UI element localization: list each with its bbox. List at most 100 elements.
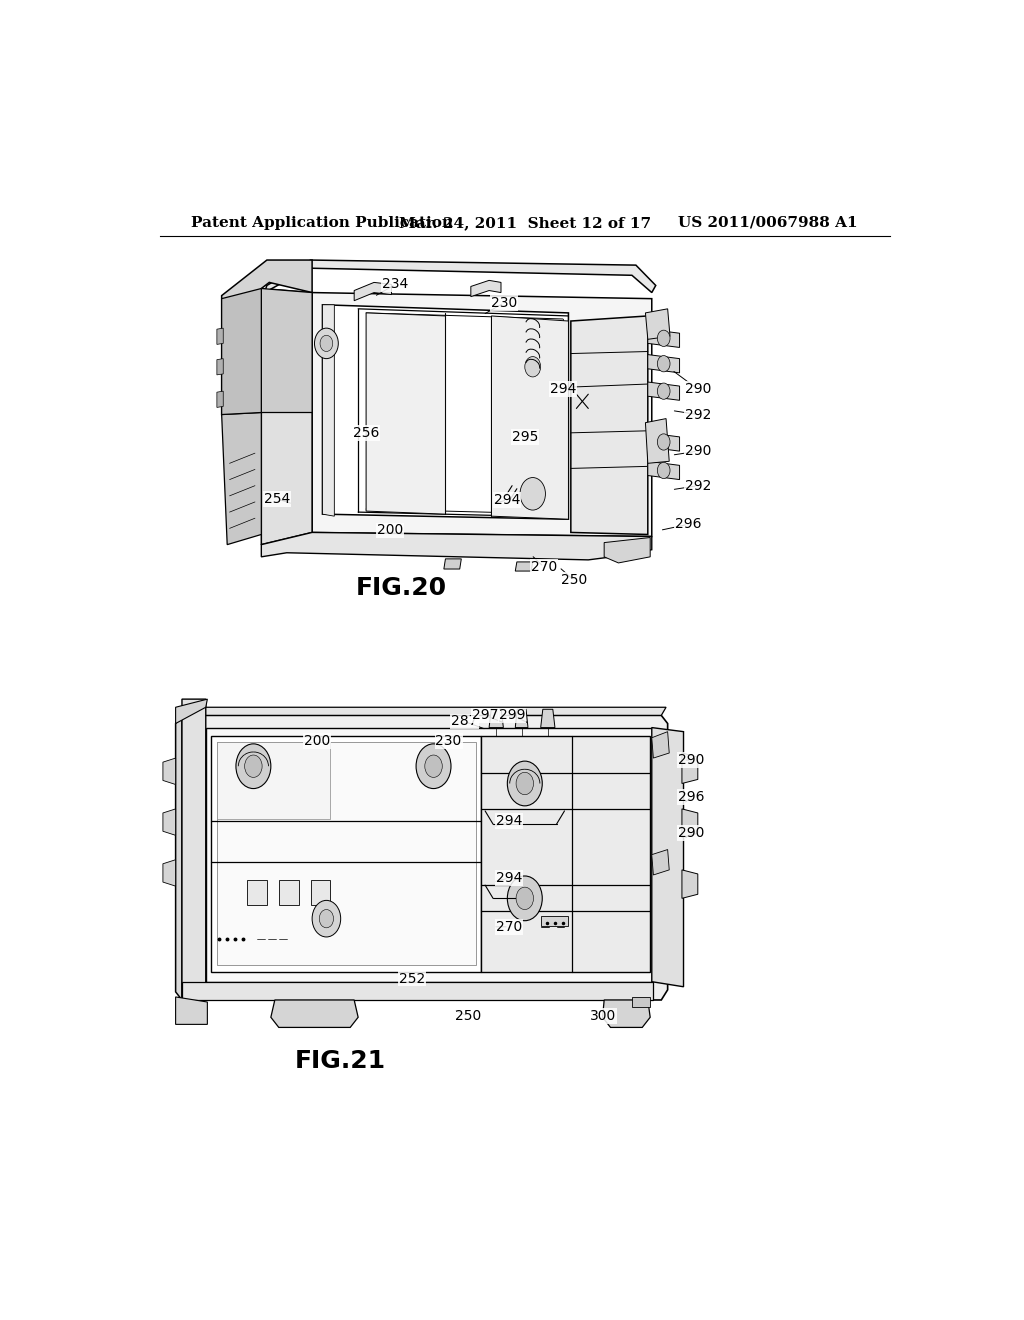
Text: 256: 256 — [353, 426, 379, 440]
Polygon shape — [261, 289, 312, 545]
Polygon shape — [515, 709, 528, 727]
Polygon shape — [182, 982, 653, 1001]
Polygon shape — [541, 916, 568, 925]
Polygon shape — [182, 708, 666, 715]
Polygon shape — [515, 562, 532, 572]
Text: 290: 290 — [685, 381, 711, 396]
Polygon shape — [481, 735, 650, 972]
Text: 295: 295 — [512, 430, 538, 444]
Text: 230: 230 — [435, 734, 462, 748]
Polygon shape — [163, 809, 176, 836]
Circle shape — [507, 762, 543, 805]
Polygon shape — [443, 558, 461, 569]
Text: FIG.21: FIG.21 — [295, 1049, 386, 1073]
Polygon shape — [570, 315, 648, 535]
Polygon shape — [632, 997, 650, 1007]
Text: 290: 290 — [678, 754, 705, 767]
Polygon shape — [176, 700, 207, 723]
Text: 250: 250 — [455, 1010, 481, 1023]
Polygon shape — [354, 282, 391, 301]
Polygon shape — [221, 412, 261, 545]
Circle shape — [312, 900, 341, 937]
Text: 294: 294 — [496, 814, 522, 828]
Polygon shape — [176, 715, 182, 1001]
Circle shape — [516, 887, 534, 909]
Polygon shape — [270, 1001, 358, 1027]
Polygon shape — [645, 418, 670, 463]
Circle shape — [416, 744, 451, 788]
Polygon shape — [182, 715, 668, 1001]
Text: 300: 300 — [590, 1010, 615, 1023]
Circle shape — [525, 356, 541, 378]
Text: 230: 230 — [492, 296, 517, 310]
Circle shape — [516, 772, 534, 795]
Polygon shape — [471, 280, 501, 297]
Polygon shape — [176, 997, 207, 1024]
Polygon shape — [217, 742, 331, 818]
Polygon shape — [221, 260, 312, 414]
Polygon shape — [648, 461, 680, 479]
Text: 270: 270 — [530, 560, 557, 574]
Polygon shape — [682, 870, 697, 899]
Text: 292: 292 — [685, 479, 711, 492]
Text: 299: 299 — [499, 709, 525, 722]
Text: 200: 200 — [304, 734, 330, 748]
Circle shape — [319, 909, 334, 928]
Polygon shape — [163, 859, 176, 886]
Polygon shape — [648, 381, 680, 400]
Polygon shape — [645, 309, 670, 339]
Polygon shape — [221, 289, 261, 414]
Text: 250: 250 — [561, 573, 587, 587]
Polygon shape — [261, 532, 652, 560]
Polygon shape — [217, 742, 475, 965]
Polygon shape — [652, 731, 670, 758]
Text: Patent Application Publication: Patent Application Publication — [191, 216, 454, 230]
Text: 297: 297 — [472, 709, 499, 722]
Polygon shape — [310, 880, 331, 906]
Polygon shape — [323, 305, 334, 516]
Polygon shape — [217, 391, 223, 408]
Polygon shape — [367, 313, 445, 515]
Polygon shape — [682, 809, 697, 837]
Polygon shape — [163, 758, 176, 784]
Polygon shape — [323, 305, 568, 519]
Circle shape — [314, 329, 338, 359]
Text: 290: 290 — [678, 826, 705, 841]
Circle shape — [425, 755, 442, 777]
Polygon shape — [652, 850, 670, 875]
Circle shape — [657, 355, 670, 372]
Text: US 2011/0067988 A1: US 2011/0067988 A1 — [679, 216, 858, 230]
Polygon shape — [648, 355, 680, 372]
Polygon shape — [206, 727, 653, 982]
Circle shape — [236, 744, 270, 788]
Text: 296: 296 — [678, 789, 705, 804]
Polygon shape — [261, 289, 312, 412]
Text: 294: 294 — [496, 871, 522, 884]
Polygon shape — [648, 433, 680, 451]
Text: 296: 296 — [675, 517, 701, 532]
Text: 270: 270 — [496, 920, 522, 933]
Circle shape — [657, 383, 670, 399]
Text: Mar. 24, 2011  Sheet 12 of 17: Mar. 24, 2011 Sheet 12 of 17 — [398, 216, 651, 230]
Polygon shape — [312, 293, 652, 536]
Polygon shape — [648, 329, 680, 347]
Text: 292: 292 — [685, 408, 711, 421]
Text: 200: 200 — [377, 524, 403, 537]
Polygon shape — [489, 709, 504, 727]
Polygon shape — [682, 752, 697, 784]
Circle shape — [657, 434, 670, 450]
Text: 290: 290 — [685, 444, 711, 458]
Text: 254: 254 — [264, 492, 291, 506]
Text: 294: 294 — [550, 381, 577, 396]
Circle shape — [507, 876, 543, 921]
Polygon shape — [217, 329, 223, 345]
Polygon shape — [604, 537, 650, 562]
Polygon shape — [279, 880, 299, 906]
Circle shape — [321, 335, 333, 351]
Circle shape — [657, 462, 670, 479]
Polygon shape — [217, 359, 223, 375]
Polygon shape — [182, 700, 206, 1001]
Polygon shape — [211, 735, 481, 972]
Polygon shape — [264, 260, 655, 293]
Polygon shape — [541, 709, 555, 727]
